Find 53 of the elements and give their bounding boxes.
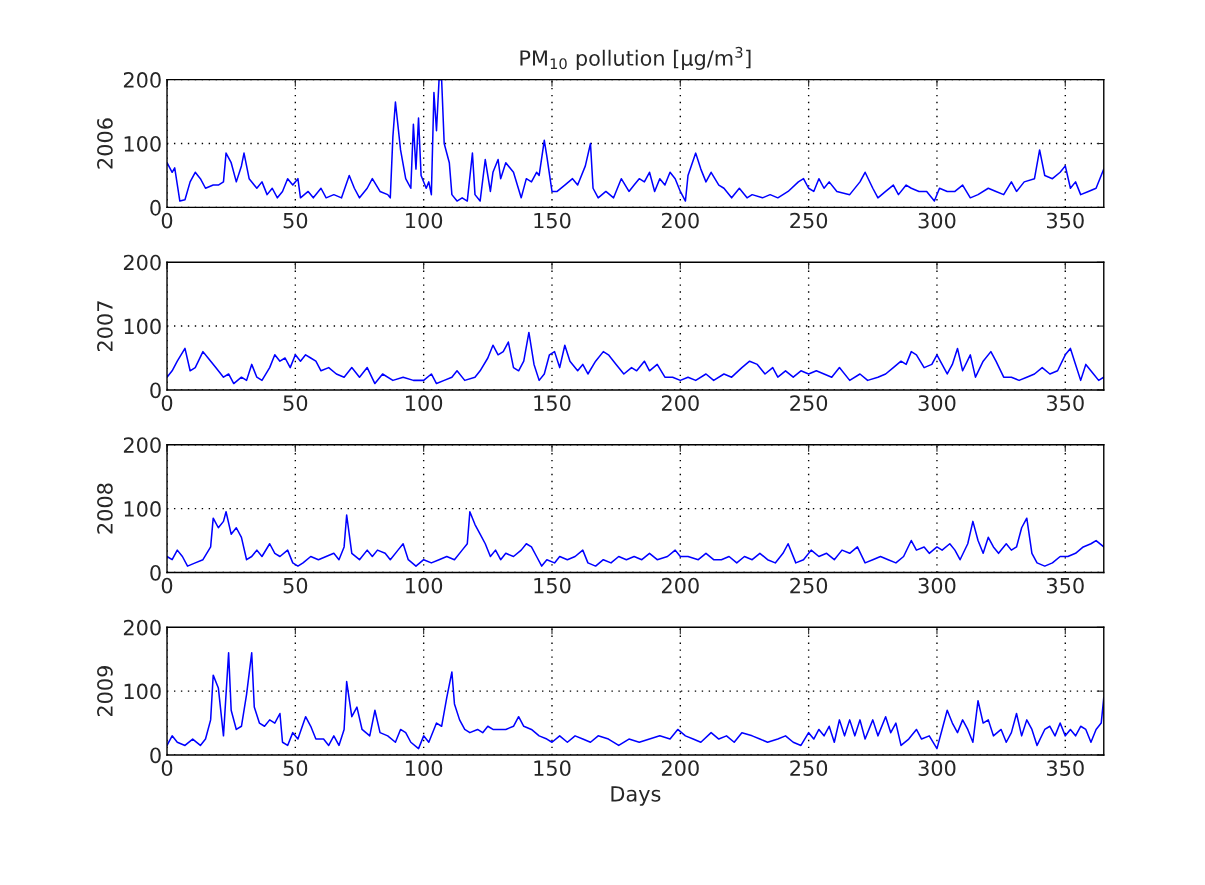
x-tick-label: 250 [790,760,828,776]
x-tick-label: 250 [790,577,828,594]
y-axis-title: 2007 [97,301,113,352]
y-tick-label: 200 [123,72,161,88]
x-tick-label: 200 [661,212,699,229]
x-tick-label: 100 [406,395,443,411]
x-tick-label: 0 [161,760,173,776]
y-tick-label: 100 [124,318,161,335]
y-tick-label: 0 [150,199,161,216]
x-tick-label: 0 [161,577,173,594]
y-tick-label: 200 [123,437,161,453]
line-series [167,652,1104,750]
x-tick-label: 50 [283,212,308,229]
x-tick-label: 150 [534,212,571,229]
y-axis-title: 2008 [97,483,113,534]
y-tick-label: 100 [124,135,161,152]
x-tick-label: 300 [918,212,956,229]
x-tick-label: 50 [283,577,308,594]
x-tick-label: 50 [283,760,308,776]
x-tick-label: 150 [534,577,571,594]
y-tick-label: 200 [123,254,161,271]
y-axis-title: 2006 [97,118,113,169]
x-tick-label: 250 [790,395,828,411]
x-tick-label: 200 [661,395,699,411]
y-tick-label: 100 [124,683,161,700]
x-tick-label: 200 [661,760,699,776]
y-tick-label: 100 [124,501,161,517]
x-tick-label: 250 [790,212,828,229]
y-tick-label: 200 [123,619,161,636]
line-series [167,511,1104,567]
x-tick-label: 300 [918,760,956,776]
x-tick-label: 200 [661,577,699,594]
x-tick-label: 150 [534,395,571,411]
x-tick-label: 0 [161,212,173,229]
x-tick-label: 350 [1046,212,1084,229]
x-tick-label: 350 [1046,395,1084,411]
x-tick-label: 350 [1046,577,1084,594]
x-tick-label: 100 [406,760,443,776]
x-tick-label: 350 [1046,760,1084,776]
x-tick-label: 100 [406,577,443,594]
x-tick-label: 300 [918,395,956,411]
y-tick-label: 0 [150,382,161,399]
x-axis-title: Days [611,786,661,806]
x-tick-label: 300 [918,577,956,594]
x-tick-label: 100 [406,212,443,229]
line-series [167,331,1104,385]
x-tick-label: 50 [283,395,308,411]
y-tick-label: 0 [150,564,161,581]
x-tick-label: 0 [161,395,173,411]
chart-title: PM$_{10}$ pollution [μg/m$^{3}$] [520,46,751,70]
x-tick-label: 150 [534,760,571,776]
y-tick-label: 0 [150,747,161,764]
y-axis-title: 2009 [97,666,113,717]
